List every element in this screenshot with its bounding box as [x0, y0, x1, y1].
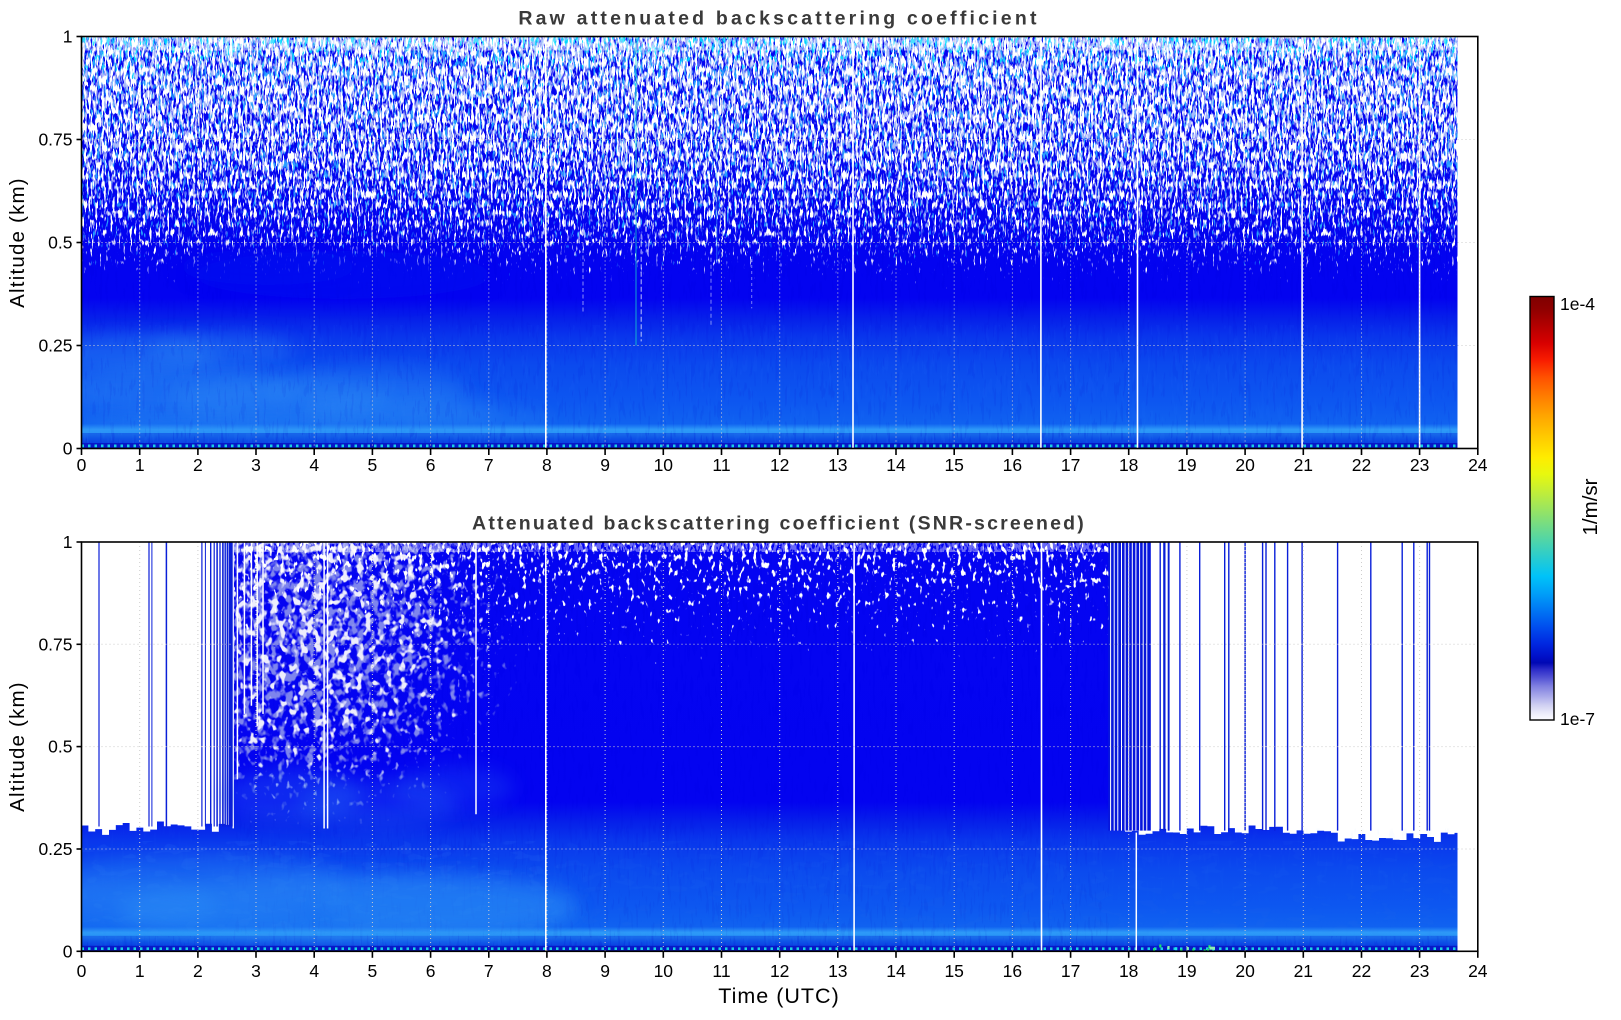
svg-text:22: 22 [1352, 455, 1371, 475]
svg-text:4: 4 [309, 455, 319, 475]
svg-text:11: 11 [712, 961, 730, 981]
svg-text:23: 23 [1410, 961, 1429, 981]
svg-text:6: 6 [426, 455, 436, 475]
svg-text:16: 16 [1003, 455, 1022, 475]
svg-text:1: 1 [135, 455, 145, 475]
svg-text:12: 12 [770, 455, 789, 475]
svg-text:16: 16 [1003, 961, 1022, 981]
svg-text:0: 0 [63, 941, 73, 961]
svg-text:2: 2 [193, 961, 203, 981]
svg-text:13: 13 [828, 455, 847, 475]
svg-text:Raw attenuated backscattering: Raw attenuated backscattering coefficien… [518, 8, 1039, 30]
svg-text:Altitude (km): Altitude (km) [6, 177, 29, 308]
svg-text:18: 18 [1119, 455, 1138, 475]
svg-text:5: 5 [368, 961, 378, 981]
svg-text:0.75: 0.75 [38, 634, 72, 654]
svg-text:1/m/sr: 1/m/sr [1579, 478, 1602, 535]
svg-text:1e-7: 1e-7 [1560, 709, 1595, 729]
svg-text:9: 9 [600, 455, 610, 475]
svg-text:7: 7 [484, 961, 494, 981]
svg-text:Altitude (km): Altitude (km) [6, 681, 29, 812]
svg-text:0: 0 [63, 439, 73, 459]
svg-text:10: 10 [654, 455, 674, 475]
svg-text:3: 3 [251, 961, 261, 981]
svg-text:6: 6 [426, 961, 436, 981]
svg-text:19: 19 [1177, 961, 1196, 981]
svg-text:0: 0 [77, 961, 87, 981]
svg-text:8: 8 [542, 455, 552, 475]
svg-text:9: 9 [600, 961, 610, 981]
svg-text:0.5: 0.5 [48, 233, 72, 253]
svg-text:Attenuated backscattering coef: Attenuated backscattering coefficient (S… [472, 513, 1086, 535]
svg-text:14: 14 [886, 455, 906, 475]
svg-text:12: 12 [770, 961, 789, 981]
svg-text:0.25: 0.25 [38, 839, 72, 859]
svg-text:18: 18 [1119, 961, 1138, 981]
svg-text:5: 5 [368, 455, 378, 475]
svg-text:4: 4 [309, 961, 319, 981]
svg-text:17: 17 [1061, 961, 1080, 981]
svg-text:13: 13 [828, 961, 847, 981]
svg-text:Time (UTC): Time (UTC) [718, 984, 839, 1008]
svg-text:0.25: 0.25 [38, 336, 72, 356]
svg-text:20: 20 [1235, 961, 1255, 981]
svg-text:0.75: 0.75 [38, 130, 72, 150]
svg-text:2: 2 [193, 455, 203, 475]
svg-text:0.5: 0.5 [48, 737, 72, 757]
svg-text:21: 21 [1294, 961, 1313, 981]
svg-text:1: 1 [63, 27, 73, 47]
svg-text:24: 24 [1468, 961, 1488, 981]
svg-text:3: 3 [251, 455, 261, 475]
svg-text:8: 8 [542, 961, 552, 981]
svg-text:22: 22 [1352, 961, 1371, 981]
svg-text:0: 0 [77, 455, 87, 475]
svg-text:19: 19 [1177, 455, 1196, 475]
svg-text:23: 23 [1410, 455, 1429, 475]
svg-text:10: 10 [654, 961, 674, 981]
svg-text:15: 15 [944, 961, 963, 981]
svg-text:15: 15 [944, 455, 963, 475]
svg-text:24: 24 [1468, 455, 1488, 475]
svg-text:1e-4: 1e-4 [1560, 294, 1595, 314]
svg-text:1: 1 [63, 532, 73, 552]
svg-text:17: 17 [1061, 455, 1080, 475]
svg-text:1: 1 [135, 961, 145, 981]
svg-text:20: 20 [1235, 455, 1255, 475]
svg-text:21: 21 [1294, 455, 1313, 475]
svg-text:14: 14 [886, 961, 906, 981]
svg-text:7: 7 [484, 455, 494, 475]
svg-text:11: 11 [712, 455, 730, 475]
